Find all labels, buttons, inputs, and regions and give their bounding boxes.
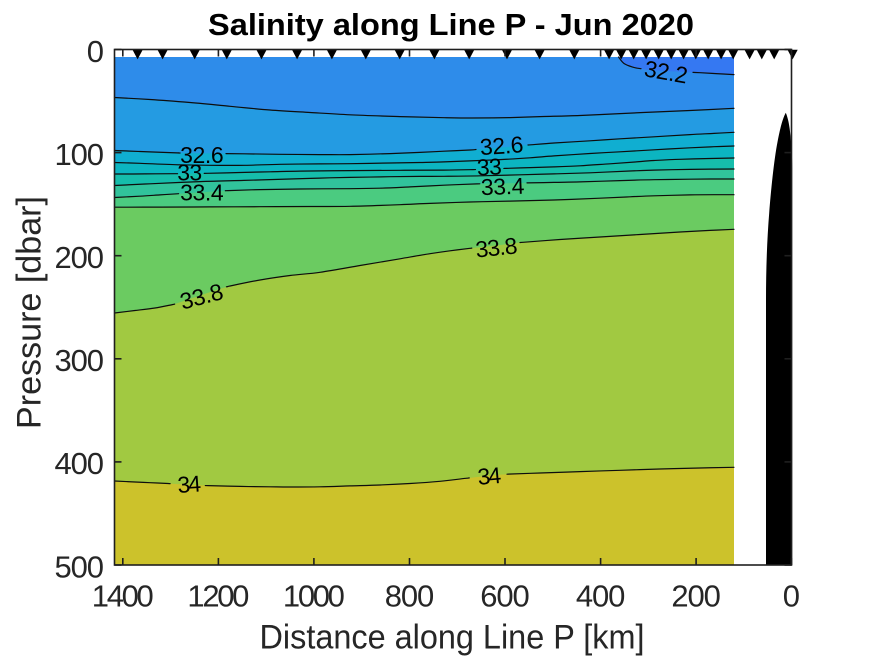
svg-text:33: 33 [476,153,502,180]
svg-text:200: 200 [671,579,721,614]
svg-text:1200: 1200 [187,579,249,614]
svg-text:400: 400 [576,579,626,614]
svg-text:600: 600 [480,579,530,614]
svg-text:33.8: 33.8 [474,232,518,262]
svg-text:Pressure [dbar]: Pressure [dbar] [11,196,49,429]
svg-text:1000: 1000 [283,579,345,614]
svg-text:400: 400 [55,446,105,481]
svg-text:Salinity along Line P - Jun 20: Salinity along Line P - Jun 2020 [208,7,694,42]
svg-text:0: 0 [783,579,800,614]
svg-text:800: 800 [385,579,435,614]
svg-text:500: 500 [55,549,105,584]
svg-text:32.6: 32.6 [180,142,224,168]
svg-text:33.4: 33.4 [480,173,525,201]
svg-text:0: 0 [87,34,104,69]
svg-text:32.6: 32.6 [479,131,524,160]
svg-text:33.4: 33.4 [180,180,224,206]
svg-text:Distance along Line P [km]: Distance along Line P [km] [260,619,645,656]
svg-text:34: 34 [476,462,502,490]
svg-text:1400: 1400 [92,579,154,614]
svg-text:33: 33 [177,160,202,186]
svg-text:100: 100 [55,137,105,172]
svg-text:300: 300 [55,343,105,378]
svg-text:200: 200 [55,240,105,275]
svg-text:34: 34 [177,470,202,498]
